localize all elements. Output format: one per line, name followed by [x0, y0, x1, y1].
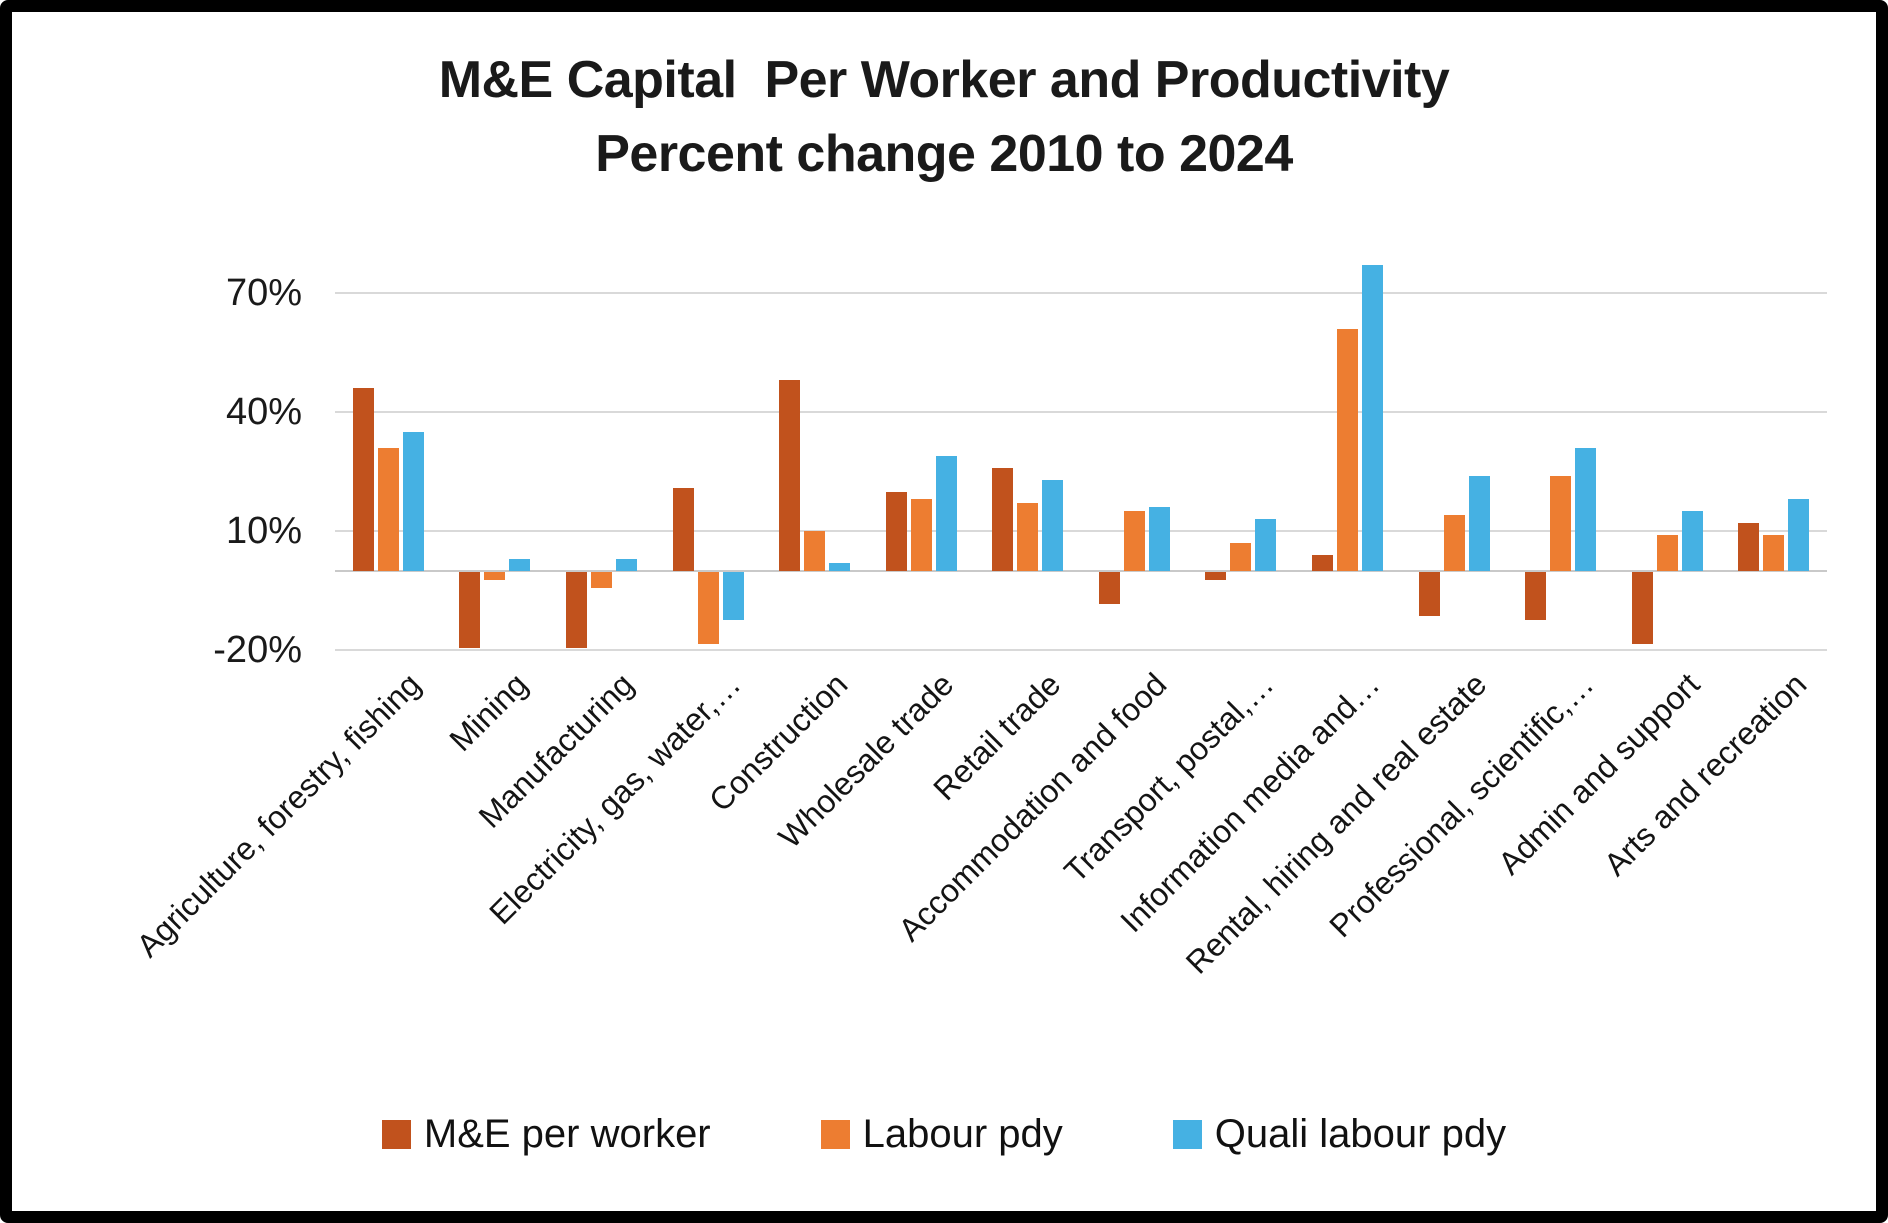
bar-series3-cat11 [1468, 475, 1490, 571]
bar-series1-cat11 [1418, 572, 1440, 616]
bar-series2-cat9 [1230, 543, 1252, 571]
bar-series3-cat6 [935, 455, 957, 571]
chart-title-line1: M&E Capital Per Worker and Productivity [438, 51, 1450, 109]
bar-series2-cat13 [1656, 535, 1678, 571]
bar-series2-cat10 [1336, 328, 1358, 571]
bar-series1-cat7 [992, 467, 1014, 571]
legend-label: Quali labour pdy [1214, 1112, 1507, 1156]
bar-series3-cat12 [1575, 447, 1597, 571]
legend-swatch-icon [1172, 1120, 1202, 1149]
bar-series2-cat12 [1550, 475, 1572, 571]
legend-item-2: Labour pdy [820, 1112, 1063, 1157]
bar-series1-cat5 [779, 380, 801, 571]
bar-series2-cat7 [1017, 503, 1039, 571]
bar-series1-cat10 [1311, 555, 1333, 571]
bar-series3-cat5 [829, 563, 851, 571]
bar-series3-cat7 [1042, 479, 1064, 571]
bar-series3-cat13 [1681, 511, 1703, 571]
gridline-10 [335, 530, 1827, 533]
y-tick-label: 70% [225, 271, 302, 314]
legend-item-3: Quali labour pdy [1172, 1112, 1507, 1157]
bar-series2-cat2 [484, 572, 506, 580]
bar-series2-cat4 [697, 572, 719, 644]
bar-series1-cat12 [1525, 572, 1547, 620]
bar-series1-cat2 [459, 572, 481, 648]
x-axis-line [335, 570, 1827, 572]
bar-series1-cat3 [565, 572, 587, 648]
bar-series1-cat6 [885, 491, 907, 571]
bar-series2-cat5 [804, 531, 826, 571]
bar-series3-cat8 [1148, 507, 1170, 571]
bar-series3-cat1 [402, 431, 424, 571]
legend-item-1: M&E per worker [381, 1112, 711, 1157]
legend-label: Labour pdy [862, 1112, 1063, 1156]
y-tick-label: 40% [225, 391, 302, 434]
bar-series3-cat14 [1788, 499, 1810, 571]
y-tick-label: 10% [225, 510, 302, 553]
bar-series3-cat10 [1361, 265, 1383, 571]
bar-series3-cat2 [509, 559, 531, 571]
bar-series1-cat13 [1631, 572, 1653, 644]
bar-series1-cat8 [1098, 572, 1120, 604]
chart-title: M&E Capital Per Worker and Productivity … [0, 44, 1888, 192]
bar-series3-cat9 [1255, 519, 1277, 571]
gridline--20 [335, 649, 1827, 652]
bar-series1-cat9 [1205, 572, 1227, 580]
legend: M&E per worker Labour pdy Quali labour pdy [0, 1112, 1888, 1157]
legend-swatch-icon [381, 1120, 411, 1149]
bar-series2-cat14 [1763, 535, 1785, 571]
y-tick-label: -20% [213, 629, 302, 672]
bar-series2-cat8 [1123, 511, 1145, 571]
chart-title-line2: Percent change 2010 to 2024 [595, 124, 1293, 183]
legend-label: M&E per worker [423, 1112, 711, 1156]
bar-series2-cat6 [910, 499, 932, 571]
legend-swatch-icon [820, 1120, 850, 1149]
bar-series2-cat11 [1443, 515, 1465, 571]
bar-series3-cat3 [615, 559, 637, 571]
gridline-70 [335, 291, 1827, 294]
bar-series2-cat1 [377, 447, 399, 571]
bar-series2-cat3 [590, 572, 612, 588]
bar-series1-cat4 [672, 487, 694, 571]
bar-series1-cat14 [1738, 523, 1760, 571]
bar-series1-cat1 [352, 388, 374, 571]
bar-series3-cat4 [722, 572, 744, 620]
gridline-40 [335, 411, 1827, 414]
